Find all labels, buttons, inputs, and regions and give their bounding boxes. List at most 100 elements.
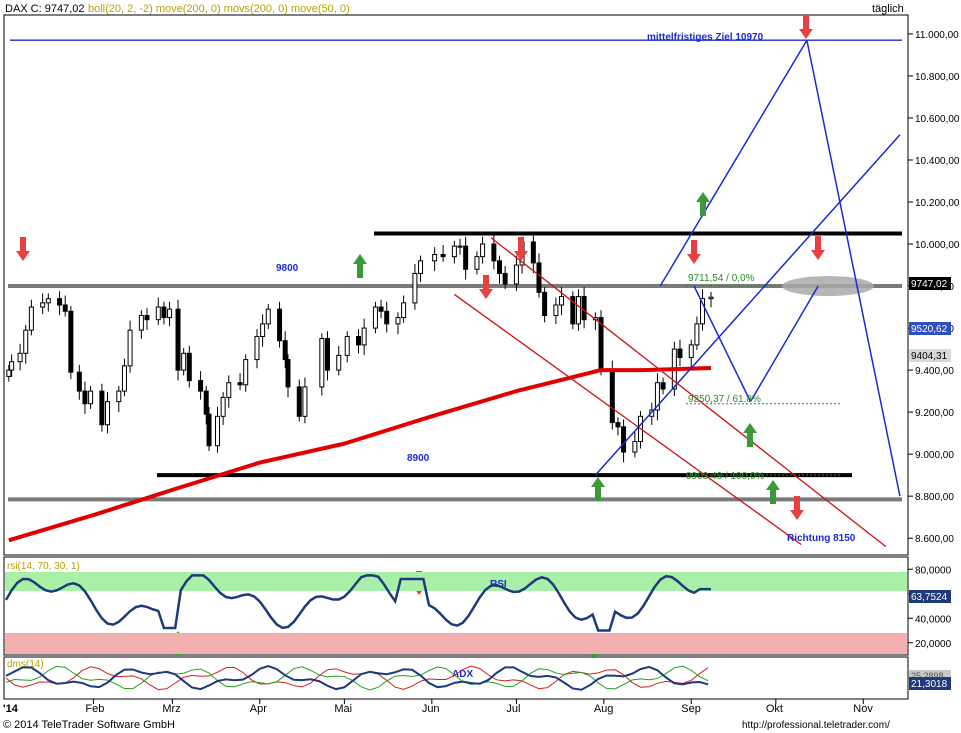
arrow-shaft xyxy=(803,15,809,29)
candle-up xyxy=(361,327,367,346)
indicator-legend: boll(20, 2, -2) move(200, 0) movs(200, 0… xyxy=(88,3,350,15)
y-tick-label: 10.600,00 xyxy=(915,114,960,125)
candle-up xyxy=(319,338,325,388)
level-9800-label: 9800 xyxy=(276,263,299,274)
candle-down xyxy=(206,413,212,447)
arrow-up-may xyxy=(353,254,367,278)
last-price-tag-bg xyxy=(909,277,951,290)
adx-line xyxy=(5,664,709,691)
candle-down xyxy=(237,382,243,386)
candle-down xyxy=(186,352,192,382)
candle-up xyxy=(254,335,260,361)
x-tick-label: Aug xyxy=(594,703,614,715)
candle-up xyxy=(28,306,34,331)
adx-value-tag: 21,3018 xyxy=(911,679,948,690)
arrow-up-oct xyxy=(743,423,757,447)
arrow-head xyxy=(687,254,701,264)
rsi-value-tag: 63,7524 xyxy=(911,592,948,603)
candle-down xyxy=(609,369,615,424)
candle-up xyxy=(418,260,424,274)
candle-down xyxy=(530,241,536,264)
candle-down xyxy=(175,308,181,371)
candle-up xyxy=(457,245,463,248)
candle-down xyxy=(440,254,446,258)
x-tick-label: Okt xyxy=(766,703,783,715)
arrow-head xyxy=(766,480,780,490)
arrow-down-jul xyxy=(479,275,493,299)
x-tick-label: Sep xyxy=(681,703,701,715)
candle-up xyxy=(121,365,127,392)
arrow-up-oct2 xyxy=(766,480,780,504)
candle-up xyxy=(451,245,457,258)
x-tick-label: Mai xyxy=(334,703,352,715)
candle-up xyxy=(632,441,638,453)
arrow-shaft xyxy=(483,275,489,289)
channel-lower-line xyxy=(453,293,802,546)
arrow-head xyxy=(811,250,825,260)
arrow-head xyxy=(790,510,804,520)
y-tick-label: 10.800,00 xyxy=(915,72,960,83)
source-url: http://professional.teletrader.com/ xyxy=(742,720,890,731)
channel-upper-line xyxy=(490,237,887,548)
arrow-down-nov xyxy=(811,236,825,260)
candle-down xyxy=(99,390,105,426)
candle-up xyxy=(708,296,714,300)
rsi-oversold-zone xyxy=(5,633,907,654)
arrow-head xyxy=(743,423,757,433)
ma-price-tag: 9404,31 xyxy=(911,351,948,362)
candle-up xyxy=(559,296,565,306)
y-tick-label: 9.000,00 xyxy=(915,450,954,461)
adx-value-tag-bg xyxy=(909,677,951,690)
candle-up xyxy=(688,344,694,358)
candle-up xyxy=(553,304,559,316)
x-tick-label: Jul xyxy=(506,703,520,715)
horizontal-levels xyxy=(8,39,902,502)
x-axis: Feb Mrz Apr Mai Jun Jul Aug Sep Okt Nov xyxy=(85,699,873,715)
candle-down xyxy=(57,298,63,306)
arrow-head xyxy=(479,289,493,299)
rsi-line xyxy=(4,574,711,632)
x-tick-label: Feb xyxy=(85,703,104,715)
candle-up xyxy=(181,352,187,371)
candle-up xyxy=(127,329,133,367)
fib-100-label: 8903,49 / 100,0% xyxy=(686,471,765,482)
candle-down xyxy=(296,386,302,417)
arrow-head xyxy=(591,477,605,487)
y-tick-label: 8.800,00 xyxy=(915,492,954,503)
dms-lines xyxy=(5,664,709,691)
candle-up xyxy=(401,302,407,319)
candle-up xyxy=(700,298,706,325)
candle-down xyxy=(68,310,74,373)
candle-down xyxy=(491,243,497,262)
candle-up xyxy=(215,415,220,447)
y-tick-label: 10.400,00 xyxy=(915,156,960,167)
candle-up xyxy=(694,323,700,346)
candle-up xyxy=(6,369,12,377)
arrow-shaft xyxy=(20,237,26,251)
candle-down xyxy=(542,291,548,316)
arrow-shaft xyxy=(518,237,524,251)
fib-0-label: 9711,54 / 0,0% xyxy=(688,273,755,284)
arrow-head xyxy=(16,251,30,261)
richtung-label: Richtung 8150 xyxy=(787,533,856,544)
candle-down xyxy=(76,371,82,392)
candle-up xyxy=(116,390,122,403)
arrow-up-aug xyxy=(591,477,605,501)
candle-down xyxy=(282,340,288,361)
arrow-head xyxy=(696,192,710,202)
dms-minus-line xyxy=(5,665,709,691)
candle-up xyxy=(474,256,480,270)
candle-down xyxy=(144,314,150,321)
arrow-head xyxy=(799,29,813,39)
y-tick-label: 9.400,00 xyxy=(915,366,954,377)
candle-down xyxy=(203,390,209,415)
y-tick-label: 10.000,00 xyxy=(915,240,960,251)
fib-618-label: 9250,37 / 61,8% xyxy=(688,394,761,405)
projection-up-line xyxy=(594,134,901,476)
arrow-down-target xyxy=(799,15,813,39)
candle-down xyxy=(502,272,508,285)
candle-up xyxy=(302,386,308,417)
candle-up xyxy=(395,317,401,325)
candle-down xyxy=(378,306,384,312)
candle-down xyxy=(277,308,283,342)
